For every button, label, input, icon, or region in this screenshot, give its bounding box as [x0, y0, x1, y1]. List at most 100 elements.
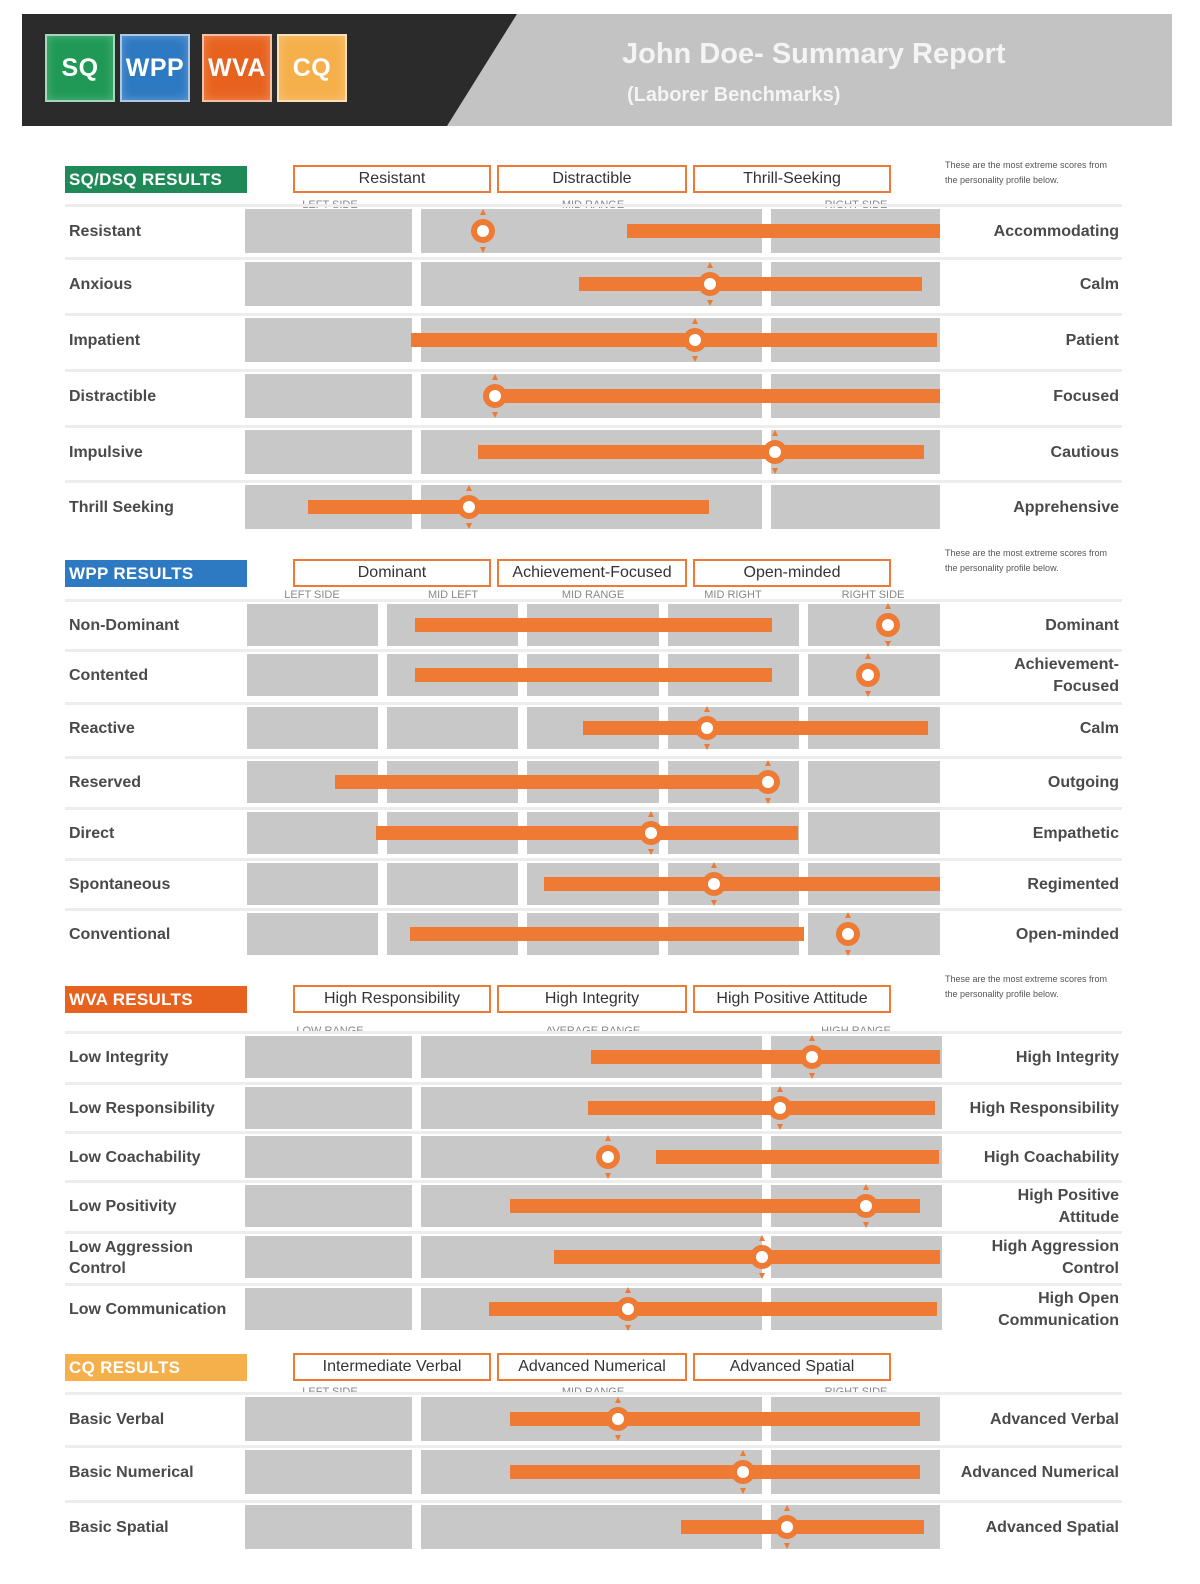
wva-row-right-label: High Coachability [983, 1148, 1119, 1166]
wpp-score-marker-icon [855, 653, 881, 697]
sq-row: Impulsive Cautious [65, 425, 1122, 477]
wva-row: Low Aggression Control High Aggression Co… [65, 1231, 1122, 1281]
wpp-grid-cell [247, 707, 378, 749]
wpp-row-left-label: Reserved [69, 774, 142, 791]
wva-row-right-label: High Integrity [1015, 1048, 1119, 1066]
sq-score-marker-icon [482, 374, 508, 418]
wpp-grid-cell [808, 913, 940, 955]
wpp-score-marker-icon [638, 811, 664, 855]
wva-row: Low Coachability High Coachability [65, 1131, 1122, 1181]
wva-row-left-label: Low Positivity [69, 1198, 177, 1215]
wpp-results-badge: WPP RESULTS [65, 560, 247, 587]
wpp-range-label-4: RIGHT SIDE [841, 589, 905, 601]
sq-logo: SQ [45, 34, 115, 102]
wpp-score-range-bar [543, 877, 940, 891]
sq-row: Impatient Patient [65, 313, 1122, 365]
sq-score-range-bar [307, 500, 709, 514]
wpp-score-marker-icon [875, 603, 901, 647]
sq-row-right-label: Cautious [1050, 443, 1119, 461]
wva-grid-cell [245, 1136, 412, 1178]
wva-grid-cell [245, 1288, 412, 1330]
sq-grid-cell [245, 209, 412, 253]
wpp-grid-cell [808, 761, 940, 803]
wpp-score-range-bar [376, 826, 798, 840]
cq-results-badge: CQ RESULTS [65, 1354, 247, 1381]
sq-row-right-label: Accommodating [993, 222, 1119, 240]
sq-grid-cell [245, 262, 412, 306]
sq-score-marker-icon [456, 485, 482, 529]
wva-tab-1: High Integrity [497, 985, 687, 1013]
wva-score-marker-icon [767, 1086, 793, 1130]
wpp-range-label-0: LEFT SIDE [284, 589, 340, 601]
wva-results-badge: WVA RESULTS [65, 986, 247, 1013]
sq-score-range-bar [579, 277, 922, 291]
wpp-row: Spontaneous Regimented [65, 858, 1122, 908]
sq-score-range-bar [411, 333, 938, 347]
wva-row: Low Responsibility High Responsibility [65, 1082, 1122, 1132]
report-title: John Doe- Summary Report [622, 38, 1006, 70]
wva-score-range-bar [488, 1302, 938, 1316]
cq-score-marker-icon [730, 1450, 756, 1494]
wpp-row: Reactive Calm [65, 702, 1122, 752]
sq-grid-cell [245, 430, 412, 474]
cq-row: Basic Spatial Advanced Spatial [65, 1500, 1122, 1552]
cq-grid-cell [245, 1450, 412, 1494]
sq-score-range-bar [477, 445, 924, 459]
sq-grid-cell [245, 318, 412, 362]
wva-score-marker-icon [595, 1135, 621, 1179]
wpp-row: Contented Achievement-Focused [65, 649, 1122, 699]
wva-score-marker-icon [615, 1287, 641, 1331]
sq-score-range-bar [626, 224, 940, 238]
wpp-score-marker-icon [755, 760, 781, 804]
sq-row-left-label: Thrill Seeking [69, 499, 174, 516]
wva-row-left-label: Low Responsibility [69, 1100, 215, 1117]
sq-score-marker-icon [470, 209, 496, 253]
wva-note: These are the most extreme scores from t… [945, 974, 1108, 999]
wva-row-right-label: High Aggression Control [991, 1237, 1119, 1277]
wpp-row-left-label: Contented [69, 667, 149, 684]
wpp-score-marker-icon [694, 706, 720, 750]
cq-score-range-bar [510, 1412, 920, 1426]
sq-tab-0: Resistant [293, 165, 491, 193]
wpp-grid-cell [247, 863, 378, 905]
wva-score-marker-icon [749, 1235, 775, 1279]
wpp-grid-cell [247, 604, 378, 646]
sq-score-marker-icon [682, 318, 708, 362]
report-subtitle: (Laborer Benchmarks) [627, 84, 841, 106]
wva-grid-cell [245, 1036, 412, 1078]
sq-row-right-label: Calm [1079, 275, 1119, 293]
wpp-row-right-label: Calm [1079, 719, 1119, 737]
wpp-range-label-3: MID RIGHT [704, 589, 762, 601]
cq-grid-cell [245, 1397, 412, 1441]
wva-row: Low Communication High Open Communication [65, 1283, 1122, 1333]
sq-row-left-label: Distractible [69, 388, 157, 405]
wpp-grid-cell [387, 863, 518, 905]
cq-logo: CQ [277, 34, 347, 102]
sq-row-left-label: Anxious [69, 276, 133, 293]
sq-score-marker-icon [697, 262, 723, 306]
cq-row-right-label: Advanced Spatial [985, 1518, 1119, 1536]
wva-score-marker-icon [853, 1184, 879, 1228]
wpp-tab-1: Achievement-Focused [497, 559, 687, 587]
cq-row-right-label: Advanced Numerical [960, 1463, 1119, 1481]
cq-row-left-label: Basic Numerical [69, 1464, 194, 1481]
cq-score-range-bar [681, 1520, 924, 1534]
cq-score-marker-icon [774, 1505, 800, 1549]
wpp-row: Conventional Open-minded [65, 908, 1122, 958]
wpp-row: Direct Empathetic [65, 807, 1122, 857]
cq-row-right-label: Advanced Verbal [990, 1410, 1119, 1428]
wpp-score-range-bar [415, 618, 773, 632]
wva-row-left-label: Low Coachability [69, 1149, 201, 1166]
wpp-score-range-bar [415, 668, 773, 682]
wpp-row-right-label: Open-minded [1015, 925, 1119, 943]
wva-tab-2: High Positive Attitude [693, 985, 891, 1013]
wpp-logo: WPP [120, 34, 190, 102]
wpp-row-left-label: Spontaneous [69, 876, 171, 893]
wva-row-left-label: Low Communication [69, 1301, 227, 1318]
wva-grid-cell [245, 1185, 412, 1227]
wpp-row-right-label: Dominant [1045, 616, 1119, 634]
sq-row-left-label: Impulsive [69, 444, 143, 461]
cq-grid-cell [245, 1505, 412, 1549]
cq-row-left-label: Basic Spatial [69, 1519, 169, 1536]
wpp-grid-cell [808, 604, 940, 646]
